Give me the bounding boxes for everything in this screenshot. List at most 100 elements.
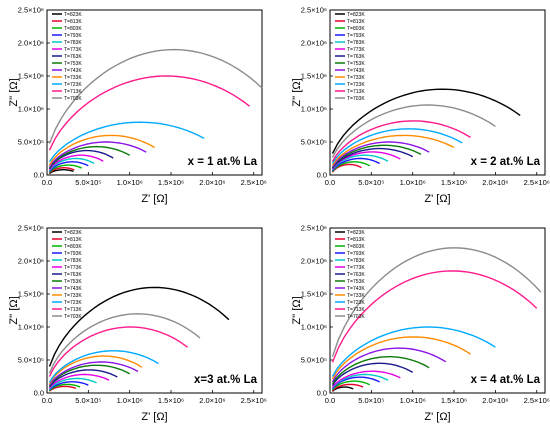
series-line-T-723K [48, 350, 159, 383]
legend-entry: T=713K [64, 89, 82, 95]
x-tick-label: 5.0×10⁵ [75, 178, 101, 187]
series-line-T-753K [48, 145, 131, 169]
legend-entry: T=783K [347, 40, 365, 46]
legend-entry: T=723K [64, 82, 82, 88]
y-tick-label: 0.0 [317, 389, 327, 398]
series-line-T-823K [49, 168, 74, 175]
plot-frame [46, 9, 263, 176]
legend-entry: T=793K [347, 33, 365, 39]
legend-entry: T=713K [64, 307, 82, 313]
y-tick-label: 1.5×10⁶ [18, 290, 44, 299]
x-axis-label: Z' [Ω] [424, 411, 450, 423]
y-tick-label: 2.5×10⁶ [301, 224, 327, 233]
x-tick-label: 1.5×10⁶ [441, 178, 467, 187]
legend-entry: T=723K [64, 300, 82, 306]
legend-entry: T=743K [347, 286, 365, 292]
x-axis-label: Z' [Ω] [141, 193, 167, 205]
x-tick-label: 1.0×10⁶ [117, 396, 143, 405]
legend-entry: T=803K [347, 26, 365, 32]
chart-panel-1: 0.0 5.0×10⁵ 1.0×10⁶ 1.5×10⁶ 2.0×10⁶ 2.5×10⁶ 0.… [8, 6, 267, 206]
series-line-T-703K [48, 48, 263, 144]
y-tick-label: 1.0×10⁶ [301, 323, 327, 332]
x-tick-label: 0.0 [42, 396, 52, 405]
legend-entry: T=713K [347, 89, 365, 95]
series-line-T-783K [331, 154, 389, 171]
legend-entry: T=733K [347, 293, 365, 299]
x-tick-label: 1.0×10⁶ [117, 178, 143, 187]
series-line-T-803K [48, 164, 82, 173]
series-line-T-713K [331, 270, 538, 363]
panel-annotation: x = 1 at.% La [188, 156, 258, 168]
series-line-T-823K [331, 88, 521, 154]
legend-entry: T=823K [64, 12, 82, 18]
legend-entry: T=773K [64, 47, 82, 53]
x-tick-label: 1.5×10⁶ [441, 396, 467, 405]
legend-entry: T=753K [347, 61, 365, 67]
panel-annotation: x = 4 at.% La [471, 374, 541, 386]
series-line-T-723K [331, 326, 496, 377]
series-line-T-713K [48, 326, 189, 377]
legend-entry: T=703K [347, 96, 365, 102]
legend-entry: T=703K [64, 96, 82, 102]
x-tick-label: 1.5×10⁶ [158, 178, 184, 187]
series-line-T-803K [331, 380, 371, 391]
plot-frame [46, 227, 263, 394]
legend-entry: T=733K [64, 293, 82, 299]
series-line-T-813K [48, 166, 75, 174]
x-tick-label: 2.5×10⁶ [241, 178, 267, 187]
series-line-T-773K [48, 373, 110, 389]
legend-entry: T=813K [64, 19, 82, 25]
y-tick-label: 1.0×10⁶ [18, 323, 44, 332]
series-line-T-783K [331, 373, 389, 389]
series-line-T-783K [48, 157, 95, 172]
series-line-T-823K [48, 286, 230, 367]
series-line-T-823K [331, 386, 354, 392]
series-line-T-753K [331, 144, 422, 168]
y-tick-label: 2.5×10⁶ [18, 224, 44, 233]
x-tick-label: 2.5×10⁶ [524, 178, 550, 187]
x-tick-label: 5.0×10⁵ [358, 178, 384, 187]
y-tick-label: 1.5×10⁶ [301, 72, 327, 81]
legend-entry: T=783K [64, 258, 82, 264]
legend-entry: T=733K [64, 75, 82, 81]
x-tick-label: 1.0×10⁶ [400, 178, 426, 187]
x-tick-label: 2.5×10⁶ [241, 396, 267, 405]
x-tick-label: 0.0 [325, 178, 335, 187]
legend-entry: T=773K [347, 265, 365, 271]
x-tick-label: 2.5×10⁶ [524, 396, 550, 405]
series-line-T-793K [331, 157, 380, 172]
x-tick-label: 1.0×10⁶ [400, 396, 426, 405]
legend-entry: T=793K [64, 251, 82, 257]
series-line-T-743K [48, 361, 139, 386]
series-line-T-733K [48, 355, 143, 385]
y-tick-label: 2.5×10⁶ [18, 6, 44, 15]
y-axis-label: Z'' [Ω] [8, 78, 20, 106]
y-tick-label: 0.0 [34, 389, 44, 398]
series-line-T-793K [331, 376, 380, 390]
x-axis-label: Z' [Ω] [424, 193, 450, 205]
series-line-T-703K [331, 247, 542, 357]
legend-entry: T=803K [347, 244, 365, 250]
x-tick-label: 1.5×10⁶ [158, 396, 184, 405]
series-line-T-733K [331, 134, 455, 166]
legend-entry: T=783K [64, 40, 82, 46]
y-tick-label: 2.0×10⁶ [18, 257, 44, 266]
legend-entry: T=763K [64, 272, 82, 278]
series-line-T-743K [331, 347, 447, 383]
series-line-T-773K [331, 151, 401, 170]
series-line-T-773K [331, 370, 401, 388]
series-line-T-763K [48, 149, 114, 170]
y-tick-label: 0.0 [34, 171, 44, 180]
series-line-T-793K [48, 381, 89, 391]
panel-annotation: x=3 at.% La [194, 374, 258, 386]
series-line-T-813K [49, 385, 77, 392]
series-line-T-763K [331, 362, 414, 386]
series-line-T-723K [331, 128, 463, 164]
legend-entry: T=703K [64, 314, 82, 320]
series-line-T-813K [331, 163, 362, 173]
legend-entry: T=743K [347, 68, 365, 74]
legend-entry: T=823K [347, 230, 365, 236]
legend-entry: T=733K [347, 75, 365, 81]
y-tick-label: 5.0×10⁵ [301, 138, 327, 147]
